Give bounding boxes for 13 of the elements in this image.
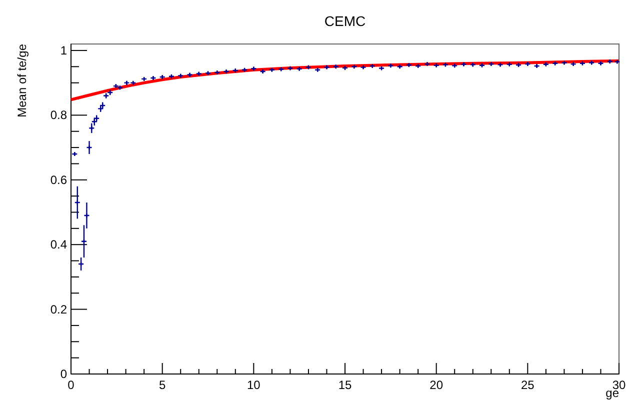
x-tick-label: 10 bbox=[246, 378, 261, 392]
x-tick-label: 5 bbox=[158, 378, 166, 392]
chart-title: CEMC bbox=[324, 13, 366, 29]
y-tick-label: 0.8 bbox=[50, 108, 68, 122]
y-tick-label: 0.6 bbox=[50, 172, 68, 187]
x-tick-label: 20 bbox=[430, 378, 444, 392]
y-tick-label: 0.2 bbox=[50, 302, 68, 316]
x-tick-label: 15 bbox=[338, 378, 352, 392]
y-tick-label: 0.4 bbox=[50, 238, 68, 252]
y-tick-label: 1 bbox=[60, 43, 68, 58]
x-tick-label: 25 bbox=[520, 378, 535, 392]
y-tick-label: 0 bbox=[60, 367, 68, 381]
y-axis-title: Mean of te/ge bbox=[15, 44, 29, 118]
